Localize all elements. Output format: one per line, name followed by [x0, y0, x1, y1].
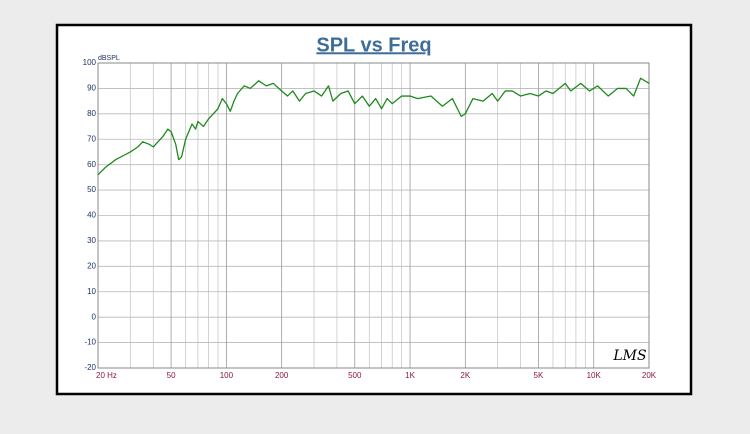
x-tick-label: 50	[167, 371, 176, 380]
x-tick-label: 20K	[642, 371, 657, 380]
y-tick-label: 100	[83, 58, 97, 67]
x-tick-label: 500	[348, 371, 362, 380]
x-tick-label: 100	[220, 371, 234, 380]
x-tick-label: 5K	[534, 371, 544, 380]
y-tick-label: 60	[87, 160, 96, 169]
y-axis-label: dBSPL	[98, 55, 120, 62]
x-tick-label: 2K	[460, 371, 470, 380]
y-tick-label: -20	[84, 363, 96, 372]
x-tick-label: 1K	[405, 371, 415, 380]
chart-frame	[55, 23, 693, 396]
plot-border	[97, 62, 650, 369]
y-tick-label: 50	[87, 185, 96, 194]
y-tick-label: 20	[87, 261, 96, 270]
chart-title: SPL vs Freq	[316, 34, 431, 56]
plot	[97, 77, 650, 176]
y-tick-label: 90	[87, 84, 96, 93]
y-tick-label: 80	[87, 109, 96, 118]
y-tick-label: 70	[87, 134, 96, 143]
x-tick-label: 10K	[587, 371, 602, 380]
y-tick-label: 30	[87, 236, 96, 245]
grid	[97, 62, 650, 369]
x-tick-label: 200	[275, 371, 289, 380]
y-tick-label: 10	[87, 287, 96, 296]
annotation: LMS	[612, 348, 646, 364]
x-tick-label: 20 Hz	[96, 371, 117, 380]
data-line	[97, 77, 650, 176]
y-tick-label: 0	[92, 312, 97, 321]
y-tick-label: 40	[87, 211, 96, 220]
y-tick-label: -10	[84, 338, 96, 347]
